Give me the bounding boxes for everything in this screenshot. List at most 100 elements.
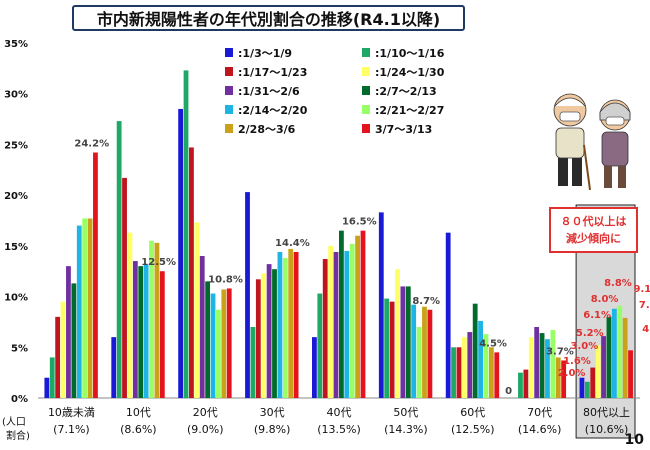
data-label-80plus: 8.0% bbox=[591, 294, 619, 305]
bar bbox=[76, 225, 82, 398]
data-label: 10.8% bbox=[208, 274, 243, 285]
data-label-80plus: 8.8% bbox=[604, 278, 632, 289]
bar bbox=[611, 308, 617, 398]
legend-label: 3/7〜3/13 bbox=[375, 123, 432, 136]
bar bbox=[545, 339, 550, 398]
bar bbox=[595, 345, 601, 398]
bar bbox=[456, 347, 462, 398]
bar bbox=[360, 230, 366, 398]
y-tick-label: 10% bbox=[4, 293, 28, 304]
legend-label: :1/10〜1/16 bbox=[375, 47, 445, 60]
bar bbox=[601, 336, 606, 398]
data-label: 16.5% bbox=[342, 217, 377, 228]
bar bbox=[178, 108, 184, 398]
bar bbox=[266, 264, 272, 398]
bar bbox=[467, 332, 473, 398]
bar bbox=[154, 242, 160, 398]
data-label: 24.2% bbox=[74, 139, 109, 150]
x-tick-label: 70代 bbox=[527, 406, 552, 419]
legend-swatch bbox=[225, 105, 233, 114]
bar bbox=[143, 264, 149, 398]
legend-label: :1/24〜1/30 bbox=[375, 66, 445, 79]
bar bbox=[427, 309, 433, 398]
bar bbox=[189, 147, 194, 398]
bar bbox=[127, 232, 133, 398]
bar bbox=[395, 269, 400, 398]
legend-swatch bbox=[225, 67, 233, 76]
bar bbox=[205, 281, 211, 398]
bar bbox=[461, 337, 467, 398]
bar bbox=[534, 327, 540, 398]
bar bbox=[261, 273, 267, 398]
bar bbox=[344, 250, 350, 398]
bar bbox=[116, 121, 122, 398]
bar bbox=[628, 350, 633, 398]
data-label-80plus: 2.0% bbox=[558, 368, 586, 379]
bar bbox=[71, 283, 77, 398]
data-label: 8.7% bbox=[412, 296, 440, 307]
bar bbox=[494, 352, 500, 398]
x-tick-label: 50代 bbox=[393, 406, 418, 419]
data-label-80plus: 4.7% bbox=[642, 324, 650, 335]
bar bbox=[49, 357, 55, 398]
bar bbox=[282, 258, 288, 398]
legend-label: :1/31〜2/6 bbox=[238, 85, 300, 98]
legend-label: :1/17〜1/23 bbox=[238, 66, 307, 79]
legend-swatch bbox=[362, 124, 370, 133]
bar bbox=[250, 327, 256, 398]
category-share-label: (12.5%) bbox=[451, 423, 495, 436]
bar bbox=[416, 327, 422, 398]
category-share-label: (13.5%) bbox=[317, 423, 361, 436]
bar bbox=[293, 251, 299, 398]
bar bbox=[523, 369, 529, 398]
bar bbox=[539, 333, 545, 398]
y-tick-label: 5% bbox=[11, 343, 28, 354]
bar bbox=[617, 305, 623, 398]
legend-swatch bbox=[225, 124, 233, 133]
bar bbox=[584, 381, 590, 398]
data-label: 3.7% bbox=[546, 346, 574, 357]
category-share-label: (14.3%) bbox=[384, 423, 428, 436]
legend: :1/3〜1/9 :1/10〜1/16 :1/17〜1/23 :1/24〜1/30 :1… bbox=[225, 47, 445, 136]
data-label-80plus: 6.1% bbox=[583, 310, 611, 321]
bar bbox=[221, 289, 227, 398]
bar bbox=[550, 330, 556, 398]
data-label: 4.5% bbox=[479, 338, 507, 349]
x-tick-label: 40代 bbox=[327, 406, 352, 419]
data-label-80plus: 7.9% bbox=[639, 300, 650, 311]
bar bbox=[328, 245, 333, 398]
bar bbox=[194, 222, 200, 398]
x-tick-label: 10代 bbox=[126, 406, 151, 419]
bar bbox=[606, 316, 612, 398]
legend-label: :1/3〜1/9 bbox=[238, 47, 292, 60]
elderly-couple-illustration-icon bbox=[553, 93, 631, 191]
bar bbox=[400, 286, 406, 398]
data-label: 14.4% bbox=[275, 238, 310, 249]
category-share-label: (9.8%) bbox=[254, 423, 291, 436]
callout-80plus: ８０代以上は 減少傾向に bbox=[549, 207, 638, 253]
y-tick-label: 25% bbox=[4, 140, 28, 151]
axis-layer: 0% 5% 10% 15% 20% 25% 30% 35% 10歳未満 (7.1%) 10代 (8.6… bbox=[2, 39, 640, 442]
y-tick-label: 15% bbox=[4, 242, 28, 253]
bar bbox=[384, 298, 390, 398]
bar bbox=[159, 271, 165, 398]
bar bbox=[138, 266, 144, 398]
bar bbox=[518, 372, 523, 398]
callout-line-1: ８０代以上は bbox=[560, 215, 627, 228]
bar bbox=[590, 367, 596, 398]
category-share-label: (8.6%) bbox=[120, 423, 157, 436]
bar bbox=[55, 316, 61, 398]
bar bbox=[422, 306, 427, 398]
x-tick-label: 60代 bbox=[460, 406, 485, 419]
legend-label: 2/28〜3/6 bbox=[238, 123, 296, 136]
y-tick-label: 35% bbox=[4, 39, 28, 50]
bar bbox=[288, 248, 294, 398]
category-share-label: (7.1%) bbox=[53, 423, 90, 436]
bar bbox=[451, 347, 456, 398]
bar bbox=[478, 320, 483, 398]
bar bbox=[277, 251, 283, 398]
y-tick-label: 30% bbox=[4, 90, 28, 101]
bar bbox=[216, 309, 221, 398]
bar bbox=[272, 269, 277, 398]
